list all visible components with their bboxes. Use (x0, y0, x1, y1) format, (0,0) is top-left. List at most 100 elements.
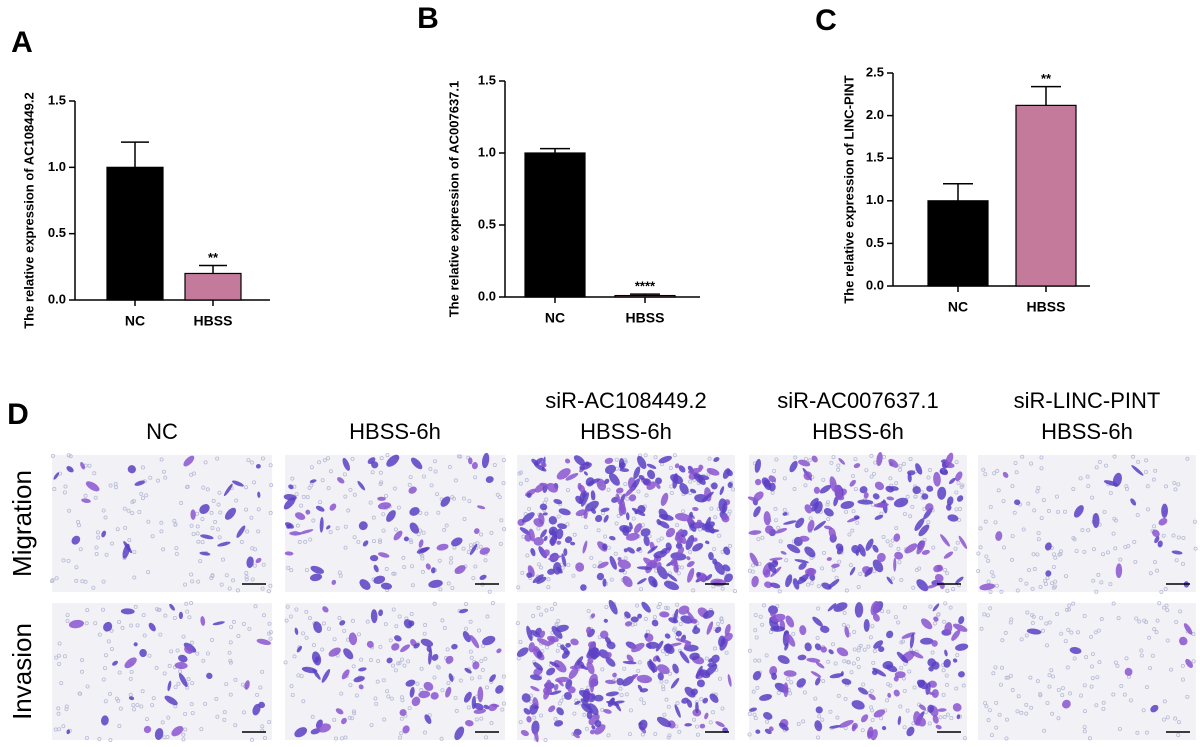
cell (925, 690, 936, 696)
cell (592, 648, 600, 660)
cell (477, 686, 484, 703)
pore (643, 453, 648, 458)
pore (994, 725, 999, 730)
cell (321, 669, 331, 683)
cell (659, 611, 670, 618)
pore (1102, 510, 1107, 515)
pore (84, 621, 89, 626)
pore (127, 538, 132, 543)
cell (672, 663, 679, 674)
pore (1128, 698, 1133, 703)
cell (473, 708, 487, 714)
cell (854, 602, 864, 618)
cell (526, 625, 533, 642)
pore (635, 603, 640, 608)
pore (250, 546, 255, 551)
pore (516, 585, 521, 590)
cell (703, 609, 715, 619)
cell (626, 654, 634, 663)
cell (931, 689, 939, 698)
cell (798, 535, 810, 542)
pore (343, 545, 348, 550)
pore (938, 715, 943, 720)
cell (886, 576, 893, 585)
pore (436, 510, 441, 515)
cell (458, 608, 469, 614)
pore (262, 736, 267, 741)
cell (917, 679, 926, 688)
cell (656, 716, 672, 728)
pore (982, 612, 987, 617)
cell (937, 486, 947, 500)
pore (665, 606, 670, 611)
pore (209, 510, 214, 515)
cell (539, 482, 549, 487)
cell (792, 578, 800, 590)
pore (252, 563, 257, 568)
pore (163, 613, 168, 618)
pore (856, 665, 861, 670)
cell (454, 565, 466, 574)
pore (954, 460, 959, 465)
pore (861, 682, 866, 687)
cell (596, 478, 607, 491)
cell (377, 552, 390, 558)
pore (572, 532, 577, 537)
pore (342, 628, 347, 633)
pore (871, 471, 876, 476)
cell (533, 705, 539, 710)
pore (1144, 730, 1149, 735)
cell (190, 509, 196, 520)
pore (245, 529, 250, 534)
pore (1047, 620, 1052, 625)
pore (500, 707, 505, 712)
pore (290, 476, 295, 481)
pore (394, 624, 399, 629)
pore (216, 527, 221, 532)
cell (410, 457, 423, 470)
cell (754, 458, 762, 473)
pore (311, 518, 316, 523)
x-tick-label: NC (125, 313, 145, 329)
pore (978, 545, 983, 550)
cell (829, 673, 844, 679)
cell (796, 678, 806, 688)
cell (471, 462, 478, 470)
cell (628, 494, 637, 502)
cell (658, 455, 672, 464)
pore (954, 490, 959, 495)
pore (370, 470, 375, 475)
pore (995, 468, 1000, 473)
cell (724, 573, 733, 583)
cell (174, 662, 188, 670)
cell (463, 691, 472, 703)
pore (320, 478, 325, 483)
cell (526, 492, 532, 498)
cell (835, 543, 844, 551)
cell (570, 638, 579, 646)
pore (717, 676, 722, 681)
pore (175, 648, 180, 653)
pore (1151, 477, 1156, 482)
pore (309, 483, 314, 488)
cell (358, 667, 367, 672)
pore (890, 538, 895, 543)
pore (54, 655, 59, 660)
pore (1010, 484, 1015, 489)
cell (727, 482, 733, 489)
y-axis-label: The relative expression of LINC-PINT (841, 75, 856, 303)
pore (625, 496, 630, 501)
cell (726, 469, 733, 477)
cell (665, 542, 672, 551)
pore (986, 718, 991, 723)
cell (724, 623, 731, 636)
pore (879, 716, 884, 721)
pore (1101, 700, 1106, 705)
pore (156, 478, 161, 483)
cell (819, 625, 830, 633)
pore (1165, 715, 1170, 720)
pore (1146, 507, 1151, 512)
pore (195, 651, 200, 656)
cell (551, 626, 563, 639)
pore (1032, 567, 1037, 572)
